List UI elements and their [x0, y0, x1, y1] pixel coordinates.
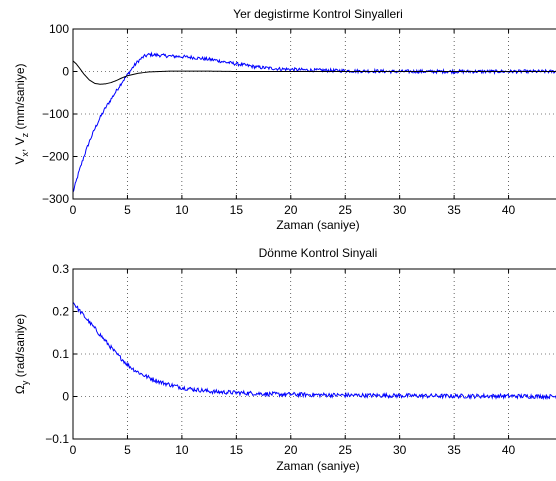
- ticks-layer: 051015202530354045−0.100.10.20.3: [45, 262, 556, 457]
- y-tick-label: −100: [42, 107, 69, 121]
- y-tick-label: 100: [49, 22, 69, 36]
- series-line-0: [72, 302, 556, 401]
- y-tick-label: 0: [62, 65, 69, 79]
- x-tick-label: 5: [124, 443, 131, 457]
- series-line-1: [72, 60, 556, 85]
- y-tick-label: −0.1: [45, 432, 69, 446]
- x-tick-label: 30: [393, 203, 407, 217]
- y-tick-label: 0.3: [52, 262, 69, 276]
- displacement-control-chart: Yer degistirme Kontrol Sinyalleri 0 5 10 15…: [13, 7, 556, 232]
- series-layer: [72, 51, 556, 193]
- x-tick-label: 40: [502, 203, 516, 217]
- y-tick-label: 0: [62, 390, 69, 404]
- x-tick-label: 35: [447, 443, 461, 457]
- chart-title: Yer degistirme Kontrol Sinyalleri: [233, 7, 403, 21]
- series-line-0: [72, 51, 556, 193]
- x-axis-label: Zaman (saniye): [276, 218, 359, 232]
- y-axis-label: Ωy (rad/saniye): [13, 314, 30, 394]
- x-tick-label: 20: [284, 443, 298, 457]
- x-tick-label: 0: [70, 203, 77, 217]
- chart-title: Dönme Kontrol Sinyali: [259, 246, 378, 260]
- x-tick-label: 35: [447, 203, 461, 217]
- series-layer: [72, 302, 556, 401]
- y-tick-label: −300: [42, 192, 69, 206]
- x-tick-label: 40: [502, 443, 516, 457]
- x-tick-label: 10: [175, 443, 189, 457]
- x-tick-label: 15: [230, 443, 244, 457]
- x-tick-label: 30: [393, 443, 407, 457]
- x-tick-label: 10: [175, 203, 189, 217]
- x-tick-label: 15: [230, 203, 244, 217]
- rotation-control-chart: Dönme Kontrol Sinyali 051015202530354045…: [13, 246, 556, 473]
- y-tick-label: −200: [42, 150, 69, 164]
- x-tick-label: 25: [339, 443, 353, 457]
- y-tick-label: 0.1: [52, 347, 69, 361]
- x-axis-label: Zaman (saniye): [276, 459, 359, 473]
- x-tick-label: 20: [284, 203, 298, 217]
- x-tick-label: 0: [70, 443, 77, 457]
- x-tick-label: 25: [339, 203, 353, 217]
- y-axis-label: Vx, Vz (mm/saniye): [13, 63, 30, 164]
- y-tick-label: 0.2: [52, 305, 69, 319]
- x-tick-label: 5: [124, 203, 131, 217]
